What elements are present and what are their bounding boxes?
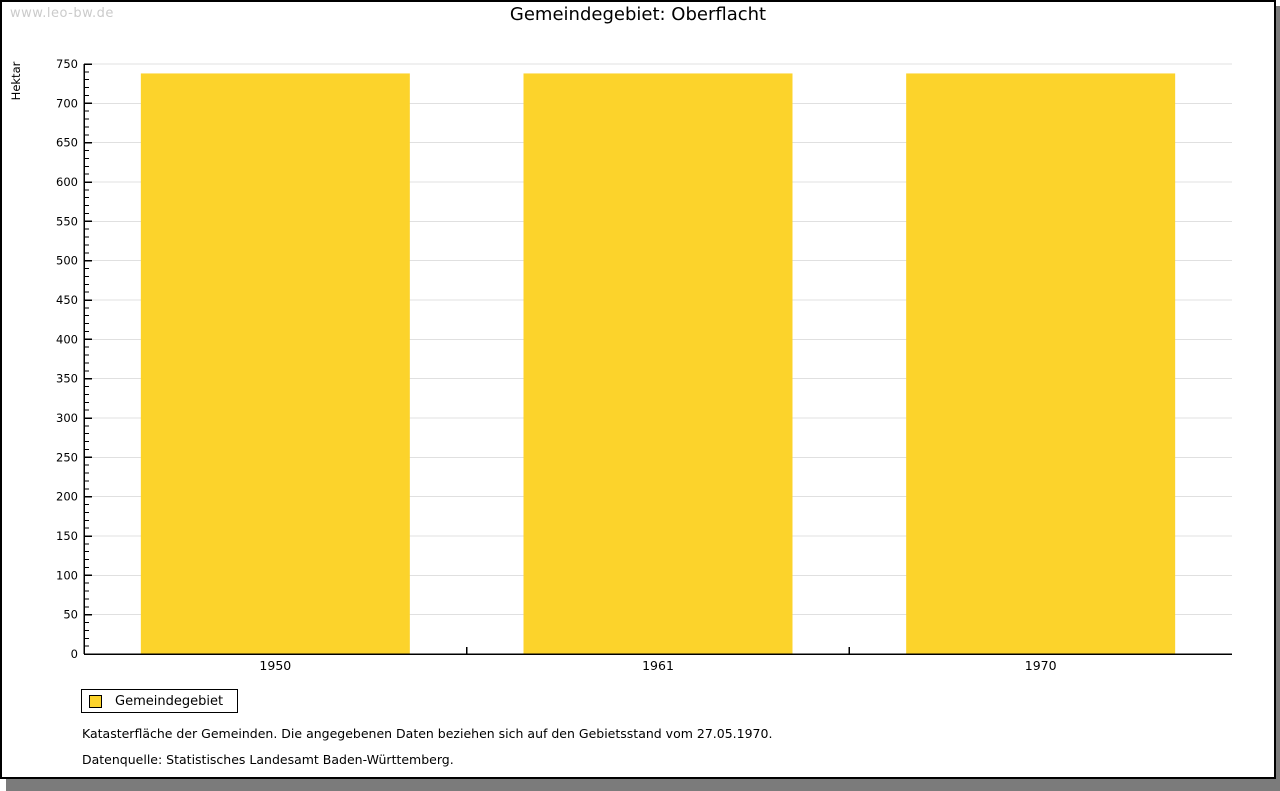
svg-text:300: 300	[56, 411, 78, 425]
bar-1950	[140, 73, 410, 654]
svg-text:250: 250	[56, 450, 78, 464]
window-drop-shadow-right	[1276, 6, 1280, 791]
legend-label-gemeindegebiet: Gemeindegebiet	[115, 693, 224, 709]
svg-text:50: 50	[63, 608, 78, 622]
svg-text:100: 100	[56, 568, 78, 582]
legend-swatch-gemeindegebiet	[89, 694, 102, 708]
svg-text:0: 0	[71, 647, 78, 661]
svg-text:400: 400	[56, 332, 78, 346]
svg-text:500: 500	[56, 254, 78, 268]
svg-text:550: 550	[56, 214, 78, 228]
footnote-datasource: Datenquelle: Statistisches Landesamt Bad…	[82, 752, 454, 767]
svg-text:1961: 1961	[642, 658, 674, 673]
bar-1961	[523, 73, 793, 654]
legend-box: Gemeindegebiet	[81, 689, 239, 713]
svg-text:350: 350	[56, 372, 78, 386]
svg-text:200: 200	[56, 490, 78, 504]
svg-text:450: 450	[56, 293, 78, 307]
svg-text:700: 700	[56, 96, 78, 110]
svg-text:1970: 1970	[1025, 658, 1057, 673]
svg-text:Hektar: Hektar	[9, 61, 23, 100]
watermark-text: www.leo-bw.de	[10, 6, 114, 21]
svg-text:1950: 1950	[259, 658, 291, 673]
chart-title: Gemeindegebiet: Oberflacht	[509, 4, 767, 25]
bar-1970	[906, 73, 1176, 654]
window-drop-shadow-bottom	[6, 779, 1280, 791]
footnote-description: Katasterfläche der Gemeinden. Die angege…	[82, 726, 773, 741]
svg-text:750: 750	[56, 57, 78, 71]
svg-text:650: 650	[56, 136, 78, 150]
svg-text:150: 150	[56, 529, 78, 543]
svg-text:600: 600	[56, 175, 78, 189]
